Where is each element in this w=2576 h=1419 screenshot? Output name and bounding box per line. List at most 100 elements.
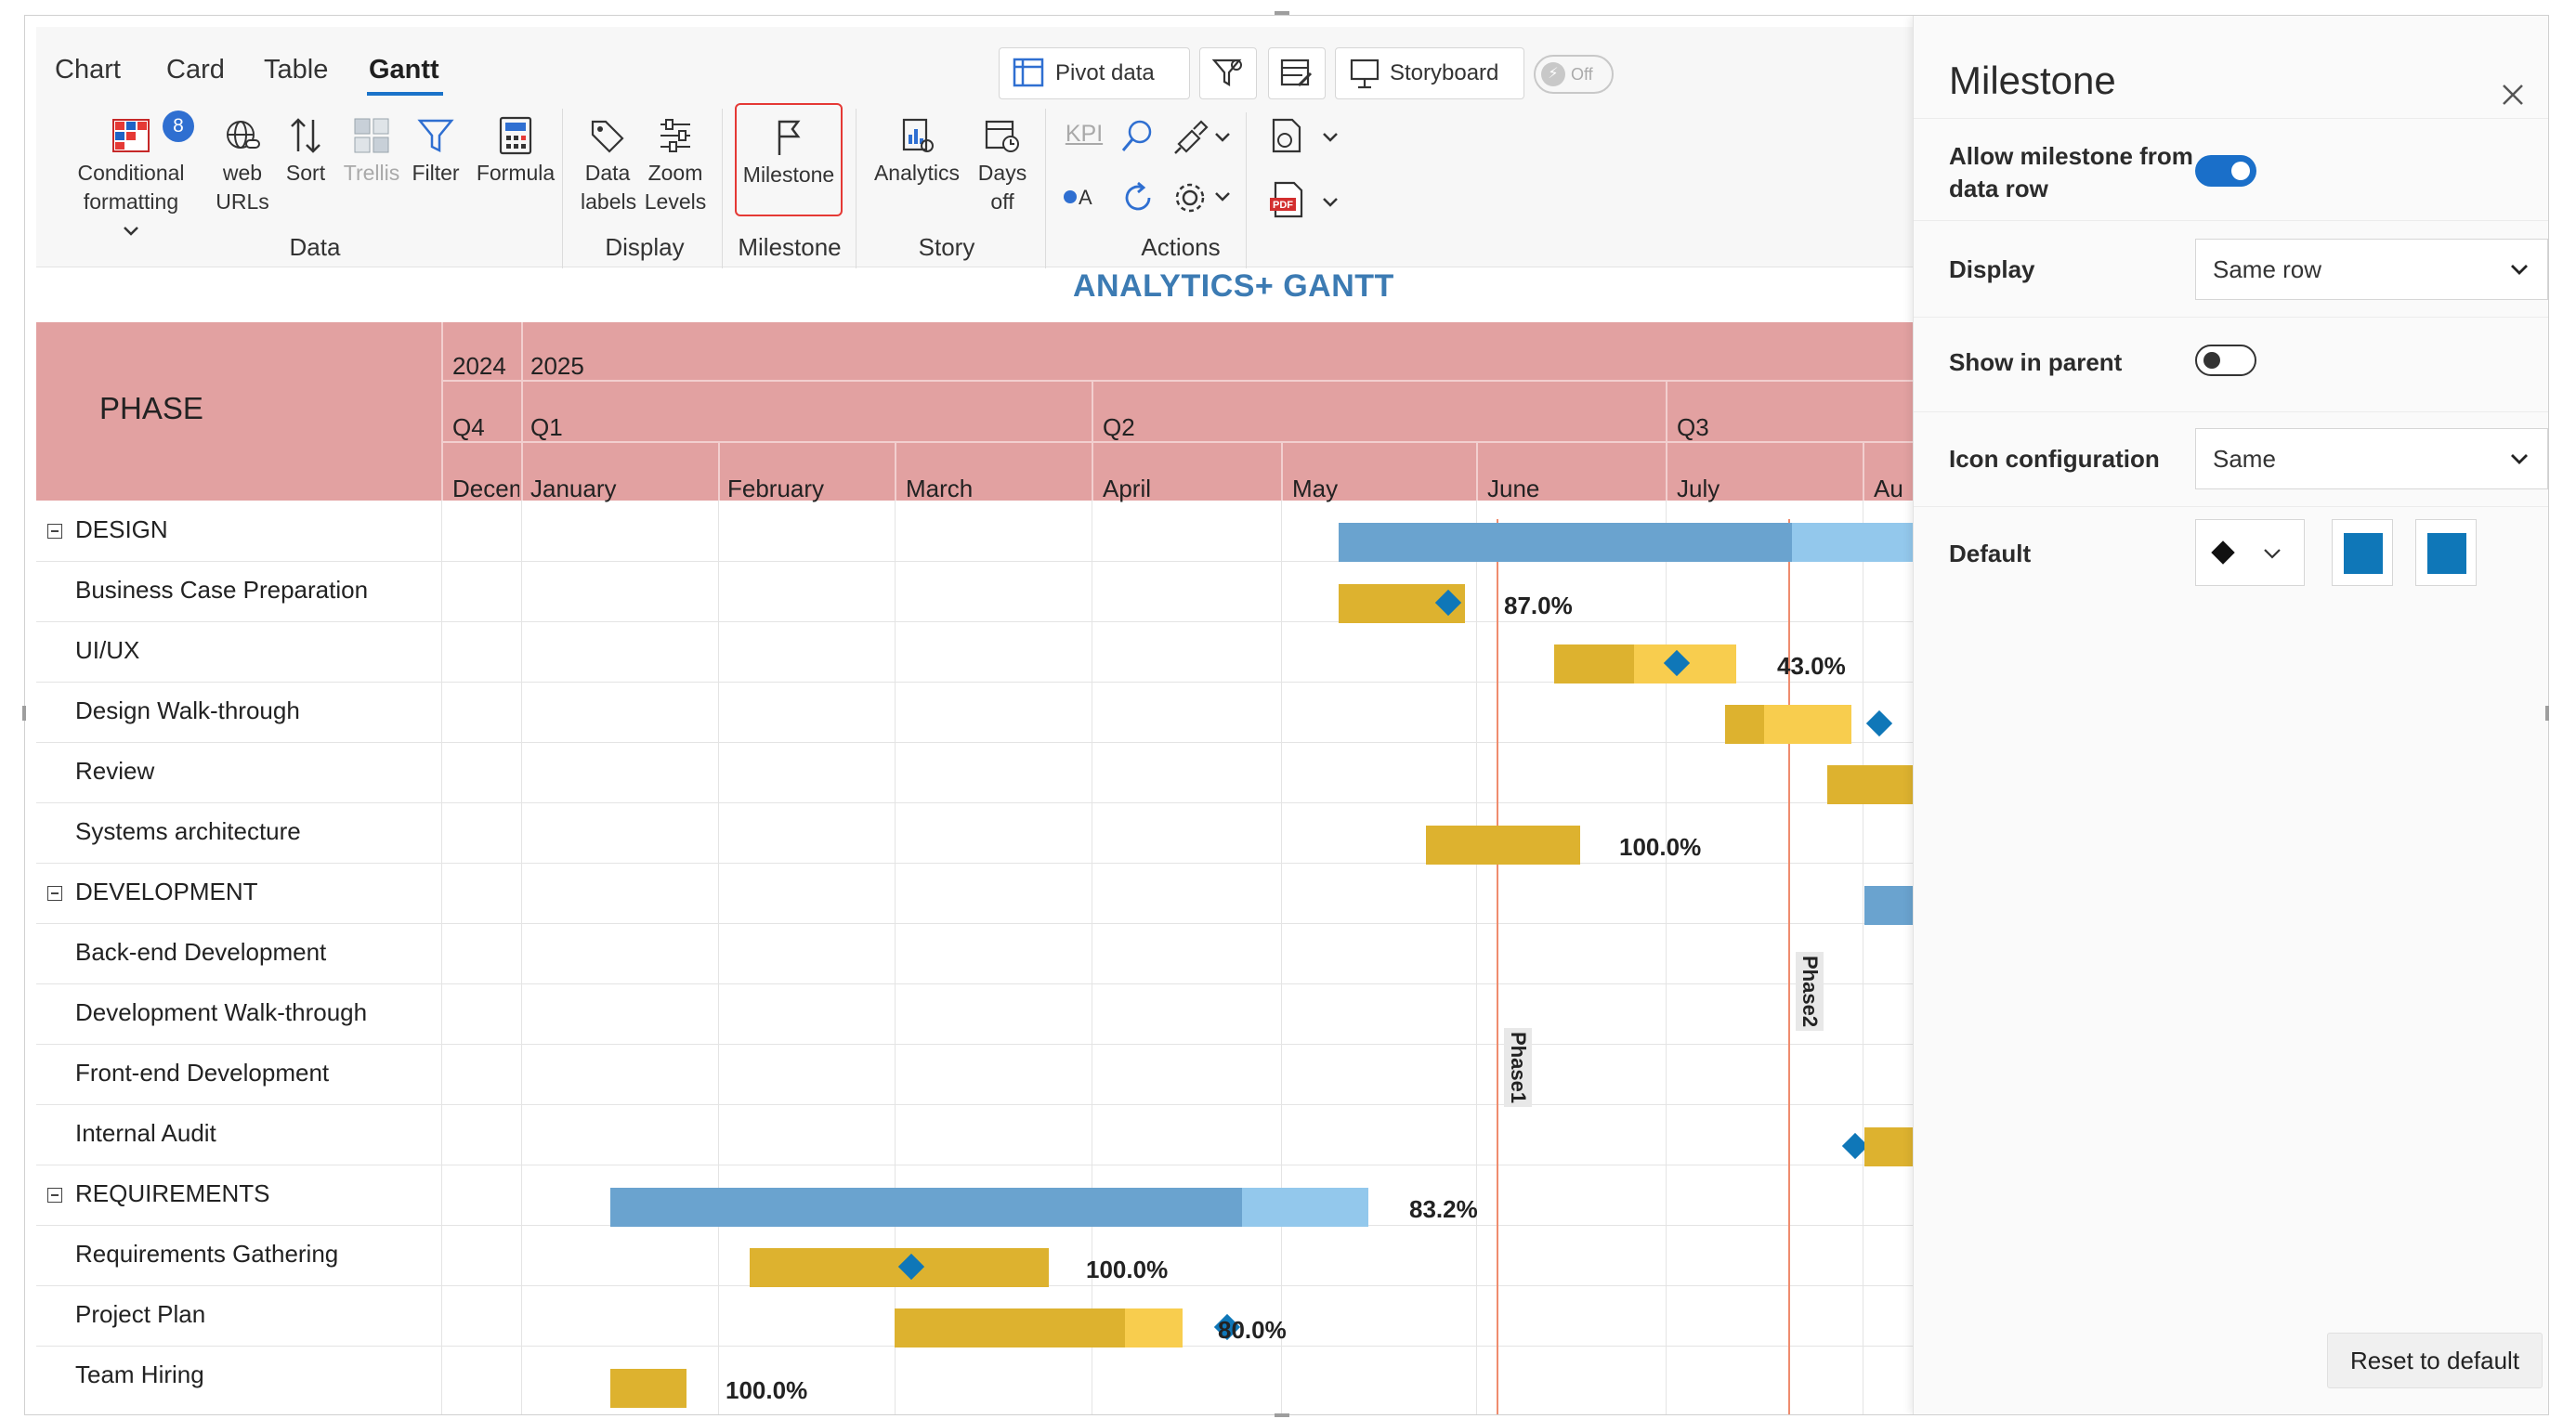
collapse-icon[interactable]: [47, 524, 62, 539]
row-label: Project Plan: [75, 1300, 206, 1328]
grid-line: [521, 501, 522, 1414]
task-bar[interactable]: [1864, 1127, 1913, 1166]
days-off-button[interactable]: Days off: [974, 116, 1030, 216]
row-label: Review: [75, 757, 155, 785]
chevron-down-icon[interactable]: [1212, 131, 1233, 144]
data-labels-button[interactable]: Data labels: [581, 116, 636, 216]
storyboard-button[interactable]: Storyboard: [1335, 47, 1524, 99]
header-divider: [443, 441, 1913, 443]
task-bar[interactable]: [895, 1308, 1125, 1347]
header-divider: [521, 322, 523, 501]
milestone-label-phase1: Phase1: [1504, 1028, 1532, 1108]
group-bar-design-remaining[interactable]: [1792, 523, 1913, 562]
task-bar[interactable]: [1827, 765, 1913, 804]
header-divider: [1476, 443, 1478, 501]
reset-to-default-button[interactable]: Reset to default: [2327, 1333, 2543, 1388]
pdf-icon[interactable]: PDF: [1268, 179, 1307, 220]
row-divider: [36, 742, 1913, 743]
resize-handle-top[interactable]: [1275, 11, 1289, 15]
progress-label: 83.2%: [1409, 1195, 1478, 1223]
row-divider: [36, 682, 1913, 683]
chevron-down-icon: [2511, 265, 2528, 275]
tab-card[interactable]: Card: [166, 55, 225, 85]
chevron-down-icon[interactable]: [1320, 196, 1340, 209]
table-edit-button[interactable]: [1268, 47, 1326, 99]
group-bar-design[interactable]: [1339, 523, 1792, 562]
header-divider: [1281, 443, 1283, 501]
search-icon[interactable]: [1119, 118, 1157, 155]
live-toggle[interactable]: ⚡ Off: [1534, 55, 1614, 94]
task-bar[interactable]: [1725, 705, 1764, 744]
row-label-design[interactable]: DESIGN: [75, 515, 168, 543]
task-bar[interactable]: [610, 1369, 686, 1408]
export-settings-icon[interactable]: [1268, 116, 1305, 155]
header-divider: [443, 380, 1913, 382]
filter-button[interactable]: Filter: [408, 116, 464, 188]
storyboard-label: Storyboard: [1390, 60, 1499, 85]
ribbon: Chart Card Table Gantt Pivot data Storyb…: [36, 27, 1913, 268]
icon-shape-select[interactable]: [2195, 519, 2305, 586]
group-bar-requirements[interactable]: [610, 1188, 1242, 1227]
chevron-down-icon[interactable]: [1212, 190, 1233, 203]
trellis-icon: [354, 118, 389, 153]
border-color-swatch[interactable]: [2415, 519, 2477, 586]
group-bar-requirements-remaining[interactable]: [1242, 1188, 1368, 1227]
quarter-q3: Q3: [1677, 413, 1709, 441]
collapse-icon[interactable]: [47, 1188, 62, 1203]
display-select[interactable]: Same row: [2195, 239, 2548, 300]
milestone-diamond[interactable]: [1865, 710, 1893, 737]
year-2024: 2024: [452, 352, 506, 380]
web-urls-button[interactable]: web URLs: [215, 116, 270, 216]
group-label-milestone: Milestone: [738, 233, 842, 261]
show-in-parent-toggle[interactable]: [2195, 345, 2256, 376]
panel-divider: [1914, 118, 2548, 119]
group-label-actions: Actions: [1141, 233, 1221, 261]
tab-table[interactable]: Table: [264, 55, 329, 85]
row-label-requirements[interactable]: REQUIREMENTS: [75, 1179, 270, 1207]
gear-icon[interactable]: [1171, 179, 1209, 216]
row-divider: [36, 621, 1913, 622]
zoom-levels-button[interactable]: Zoom Levels: [642, 116, 709, 216]
fill-color-swatch[interactable]: [2332, 519, 2393, 586]
quarter-q1: Q1: [530, 413, 563, 441]
tab-gantt[interactable]: Gantt: [369, 55, 439, 85]
app-frame: Chart Card Table Gantt Pivot data Storyb…: [24, 15, 2549, 1415]
group-bar-development[interactable]: [1864, 886, 1913, 925]
bolt-icon: ⚡: [1541, 62, 1565, 86]
resize-handle-left[interactable]: [22, 706, 26, 721]
chevron-down-icon[interactable]: [1320, 131, 1340, 144]
sort-button[interactable]: Sort: [281, 116, 330, 188]
task-bar[interactable]: [1554, 644, 1634, 683]
milestone-button[interactable]: Milestone: [735, 103, 843, 216]
row-label-development[interactable]: DEVELOPMENT: [75, 878, 258, 905]
tag-icon: [591, 120, 624, 153]
formula-button[interactable]: Formula: [469, 116, 562, 188]
paint-brush-icon[interactable]: [1171, 120, 1209, 157]
resize-handle-right[interactable]: [2545, 706, 2549, 721]
legend-icon[interactable]: A: [1062, 183, 1101, 211]
allow-milestone-toggle[interactable]: [2195, 155, 2256, 187]
zoom-levels-line2: Levels: [644, 189, 707, 214]
filter-settings-button[interactable]: [1199, 47, 1257, 99]
milestone-line-phase1[interactable]: [1497, 519, 1498, 1414]
row-label: Business Case Preparation: [75, 576, 369, 604]
milestone-line-phase2[interactable]: [1788, 519, 1790, 1414]
row-label: Internal Audit: [75, 1119, 216, 1147]
conditional-formatting-button[interactable]: Conditional formatting: [75, 116, 187, 245]
close-icon[interactable]: [2499, 81, 2527, 109]
refresh-icon[interactable]: [1119, 179, 1157, 216]
icon-configuration-value: Same: [2213, 444, 2276, 473]
grid-line: [1666, 501, 1667, 1414]
tab-chart[interactable]: Chart: [55, 55, 121, 85]
grid-line: [441, 501, 442, 1414]
group-label-data: Data: [289, 233, 341, 261]
resize-handle-bottom[interactable]: [1275, 1413, 1289, 1417]
icon-configuration-select[interactable]: Same: [2195, 428, 2548, 489]
task-bar-remaining[interactable]: [1125, 1308, 1183, 1347]
task-bar[interactable]: [1426, 826, 1580, 865]
collapse-icon[interactable]: [47, 886, 62, 901]
analytics-button[interactable]: Analytics: [869, 116, 965, 188]
task-bar-remaining[interactable]: [1764, 705, 1851, 744]
row-divider: [36, 1044, 1913, 1045]
pivot-data-button[interactable]: Pivot data: [999, 47, 1190, 99]
